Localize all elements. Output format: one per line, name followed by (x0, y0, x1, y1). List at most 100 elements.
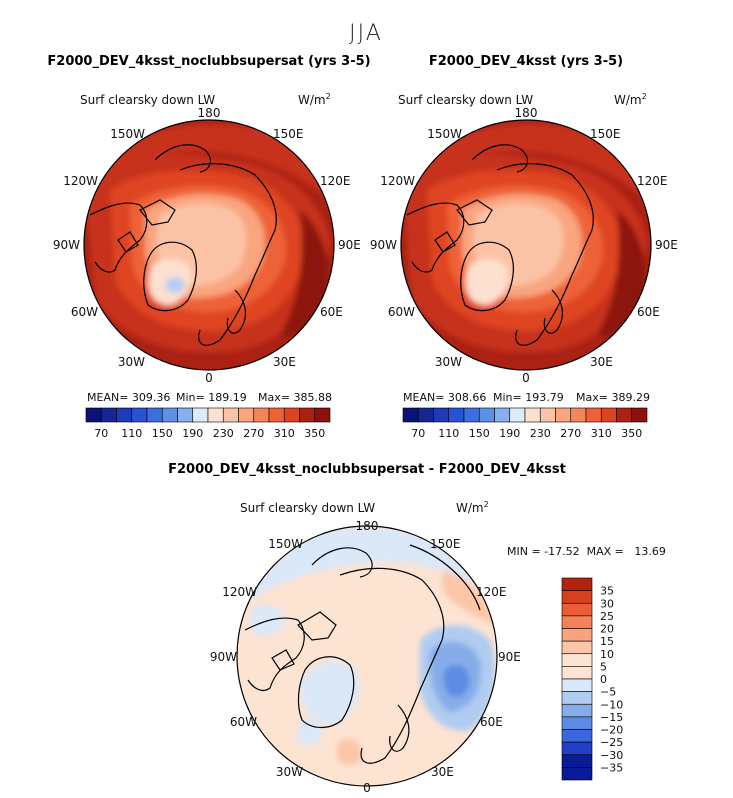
panel-a-coast-greenland (143, 241, 197, 312)
panel-b-stat-max: Max= 389.29 (576, 391, 650, 404)
panel-a-band-350-east (280, 210, 329, 337)
panel-a-units: W/m2 (298, 92, 331, 107)
panel-b-units: W/m2 (614, 92, 647, 107)
panel-a-lon-labels: 180 150E 120E 90E 60E 30E 0 30W 60W 90W … (53, 106, 361, 385)
panel-a-colorbar-box-12 (268, 407, 285, 423)
panel-a-coast-eurasia (179, 163, 277, 346)
panel-c-colorbar-box-1 (561, 590, 593, 604)
panel-c-colorbar-tick-label: 25 (600, 610, 614, 623)
panel-a-colorbar-box-9 (222, 407, 239, 423)
panel-b-colorbar-tick-label: 190 (499, 427, 520, 440)
panel-a-colorbar-box-7 (192, 407, 209, 423)
panel-b-colorbar-box-13 (600, 407, 617, 423)
panel-c-colorbar-tick-label: −35 (600, 761, 623, 774)
panel-a-lon-30e: 30E (273, 355, 296, 369)
panel-b-units-base: W/m (614, 93, 642, 107)
panel-b-colorbar-box-12 (585, 407, 602, 423)
panel-c-colorbar-box-6 (561, 653, 593, 667)
panel-c-coast-greenland (297, 656, 355, 729)
panel-a-lon-180: 180 (198, 106, 221, 120)
panel-b-colorbar-box-7 (509, 407, 526, 423)
panel-a-colorbar-tick-label: 350 (304, 427, 325, 440)
panel-c-neg-pacific (240, 526, 485, 600)
panel-c-colorbar-box-12 (561, 729, 593, 743)
panel-b-lon-30w: 30W (435, 355, 462, 369)
panel-b-lon-150e: 150E (590, 127, 621, 141)
panel-a-coast-alaska (154, 144, 212, 173)
panel-a-lon-120w: 120W (63, 174, 98, 188)
panel-c-lon-120w: 120W (222, 585, 257, 599)
panel-a-lon-30w: 30W (118, 355, 145, 369)
panel-c-coast-alaska (311, 547, 373, 578)
panel-b-colorbar-tick-label: 310 (591, 427, 612, 440)
panel-c: F2000_DEV_4ksst_noclubbsupersat - F2000_… (168, 462, 666, 795)
panel-b-lon-labels: 180 150E 120E 90E 60E 30E 0 30W 60W 90W … (370, 106, 678, 385)
panel-c-colorbar-box-13 (561, 741, 593, 756)
panel-c-colorbar-box-15 (561, 767, 593, 781)
panel-a-colorbar-box-1 (100, 407, 117, 423)
panel-b-coast-alaska (471, 144, 529, 173)
panel-b-lon-150w: 150W (427, 127, 462, 141)
panel-a-lon-90w: 90W (53, 238, 80, 252)
panel-b-colorbar-box-10 (555, 407, 572, 423)
panel-b-band-210 (465, 258, 509, 305)
panel-a-coast-canada-islands (117, 199, 176, 253)
panel-a-lon-120e: 120E (320, 174, 351, 188)
panel-c-pos-south (336, 738, 362, 766)
panel-c-variable: Surf clearsky down LW (240, 501, 375, 515)
panel-c-lon-150e: 150E (430, 537, 461, 551)
panel-c-map-border (236, 525, 498, 787)
panel-c-pos-east (441, 570, 495, 625)
panel-c-lon-120e: 120E (476, 585, 507, 599)
panel-b-colorbar-box-2 (433, 407, 450, 423)
panel-c-colorbar-tick-label: 15 (600, 635, 614, 648)
panel-b-colorbar-box-8 (524, 407, 541, 423)
panel-a-stat-mean: MEAN= 309.36 (87, 391, 170, 404)
panel-a-colorbar-tick-label: 310 (274, 427, 295, 440)
panel-c-colorbar-tick-label: 0 (600, 673, 607, 686)
panel-b-lon-60w: 60W (388, 305, 415, 319)
panel-b-colorbar-box-0 (402, 407, 419, 423)
panel-c-coast-eurasia (339, 567, 445, 764)
panel-b-lon-30e: 30E (590, 355, 613, 369)
panel-c-lon-90w: 90W (210, 650, 237, 664)
panel-c-colorbar-tick-label: 20 (600, 623, 614, 636)
panel-c-colorbar-tick-label: 5 (600, 660, 607, 673)
panel-a-colorbar-box-4 (146, 407, 163, 423)
panel-a-units-base: W/m (298, 93, 326, 107)
season-title: JJA (349, 21, 383, 46)
panel-c-coast-scandinavia (389, 704, 410, 752)
panel-a-lon-150e: 150E (273, 127, 304, 141)
panel-c-lon-180: 180 (356, 519, 379, 533)
panel-c-colorbar-tick-label: 30 (600, 597, 614, 610)
panel-c-title: F2000_DEV_4ksst_noclubbsupersat - F2000_… (168, 462, 566, 477)
panel-b-colorbar-box-5 (478, 407, 495, 423)
panel-a-colorbar-box-14 (299, 407, 316, 423)
panel-c-lon-30e: 30E (431, 765, 454, 779)
panel-c-lon-150w: 150W (268, 537, 303, 551)
panel-b-colorbar-tick-label: 150 (469, 427, 490, 440)
panel-a-colorbar-tick-label: 150 (152, 427, 173, 440)
panel-c-colorbar-box-4 (561, 628, 593, 642)
panel-c-colorbar-tick-label: −5 (600, 686, 616, 699)
panel-b: F2000_DEV_4ksst (yrs 3-5) Surf clearsky … (370, 54, 678, 440)
panel-b-variable: Surf clearsky down LW (398, 93, 533, 107)
panel-a-coast-scandinavia (226, 289, 247, 334)
panel-a-map (84, 120, 334, 370)
panel-c-neg-south (296, 718, 322, 746)
panel-b-colorbar-box-3 (448, 407, 465, 423)
panel-c-colorbar-box-10 (561, 703, 593, 718)
panel-c-minmax: MIN = -17.52 MAX = 13.69 (507, 545, 666, 558)
panel-c-lon-90e: 90E (498, 650, 521, 664)
panel-c-lon-labels: 180 150E 120E 90E 60E 30E 0 30W 60W 90W … (210, 519, 521, 795)
panel-c-units-base: W/m (456, 501, 484, 515)
panel-a-colorbar-box-6 (177, 407, 194, 423)
panel-a-colorbar-tick-label: 270 (243, 427, 264, 440)
panel-a-colorbar-tick-label: 230 (213, 427, 234, 440)
panel-b-lon-0: 0 (522, 371, 530, 385)
panel-b-coast-northamerica (406, 202, 465, 273)
panel-b-coast-eurasia (496, 163, 594, 346)
panel-c-colorbar-tick-label: 35 (600, 585, 614, 598)
